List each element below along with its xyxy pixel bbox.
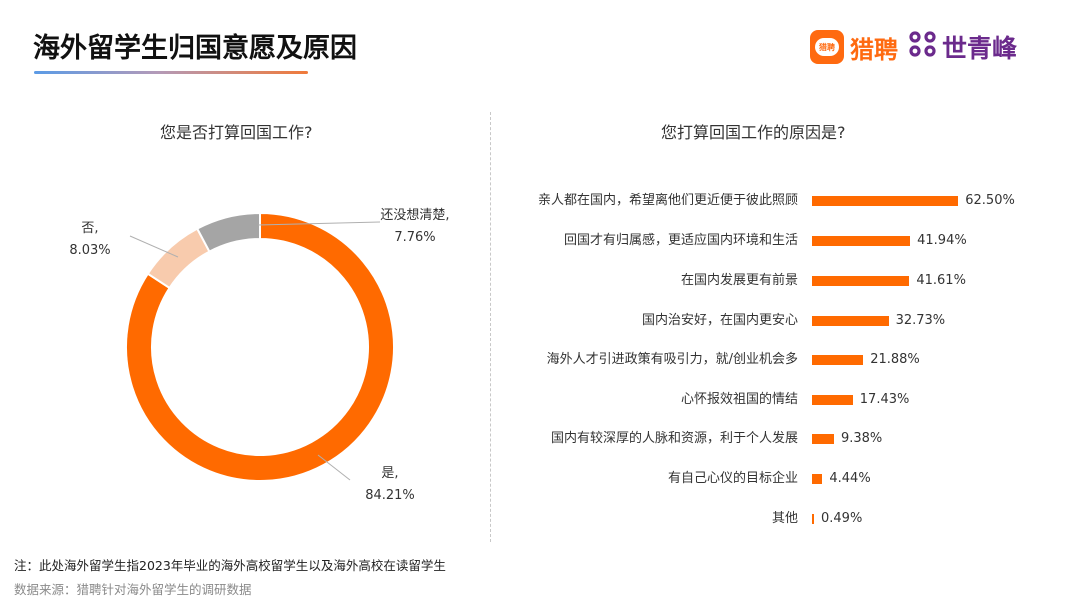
- bar-value: 32.73%: [895, 313, 946, 328]
- bar-value: 0.49%: [821, 511, 863, 526]
- leader-line-yes: [317, 454, 351, 481]
- bar-label: 有自己心仪的目标企业: [667, 471, 798, 486]
- brand-logo: 猎聘 猎聘 世青峰: [810, 27, 1017, 67]
- bar-row: 国内治安好，在国内更安心 32.73%: [500, 311, 1060, 331]
- bar-row: 在国内发展更有前景 41.61%: [500, 271, 1060, 291]
- brand-liepin: 猎聘: [850, 35, 898, 64]
- bar-label: 亲人都在国内，希望离他们更近便于彼此照顾: [537, 193, 798, 208]
- bar: [812, 395, 853, 405]
- bar-value: 41.61%: [916, 273, 966, 288]
- donut-chart-title: 您是否打算回国工作?: [160, 123, 313, 142]
- bar-row: 回国才有归属感，更适应国内环境和生活 41.94%: [500, 231, 1060, 251]
- donut-chart: [125, 211, 395, 482]
- bar-row: 国内有较深厚的人脉和资源，利于个人发展 9.38%: [500, 429, 1060, 449]
- bar-row: 海外人才引进政策有吸引力，就/创业机会多 21.88%: [500, 350, 1060, 370]
- bar-value: 4.44%: [829, 471, 871, 486]
- bar: [812, 316, 889, 326]
- pie-label-yes-value: 84.21%: [365, 488, 415, 503]
- bar-value: 62.50%: [965, 193, 1015, 208]
- brand-shiqingfeng: 世青峰: [942, 34, 1018, 63]
- leader-line-unsure: [257, 221, 381, 226]
- bar-label: 其他: [771, 511, 798, 526]
- footnote: 注：此处海外留学生指2023年毕业的海外高校留学生以及海外高校在读留学生: [14, 558, 446, 573]
- donut-slice-unsure: [195, 211, 261, 253]
- bar: [812, 236, 911, 246]
- bar-label: 回国才有归属感，更适应国内环境和生活: [563, 233, 798, 248]
- title-underline: [34, 71, 308, 74]
- leader-line-no: [129, 235, 179, 258]
- shiqingfeng-mark-icon: [908, 30, 938, 64]
- bar: [812, 434, 834, 444]
- donut-slice-no: [146, 227, 211, 290]
- bar: [812, 276, 910, 286]
- bar-label: 国内有较深厚的人脉和资源，利于个人发展: [550, 431, 798, 446]
- bar-label: 心怀报效祖国的情结: [680, 392, 798, 407]
- bar-value: 41.94%: [917, 233, 967, 248]
- bar: [812, 514, 814, 524]
- bar: [812, 474, 823, 484]
- bar-value: 17.43%: [859, 392, 910, 407]
- bar-label: 海外人才引进政策有吸引力，就/创业机会多: [546, 352, 798, 367]
- bar-label: 在国内发展更有前景: [680, 273, 798, 288]
- bar-value: 21.88%: [870, 352, 920, 367]
- logo-bubble: 猎聘: [815, 38, 839, 56]
- bar-row: 心怀报效祖国的情结 17.43%: [500, 390, 1060, 410]
- pie-label-unsure-name: 还没想清楚,: [380, 208, 450, 223]
- pie-label-unsure: 还没想清楚, 7.76%: [370, 205, 460, 249]
- page-title: 海外留学生归国意愿及原因: [33, 33, 357, 64]
- bar-row: 亲人都在国内，希望离他们更近便于彼此照顾 62.50%: [500, 191, 1060, 211]
- pie-label-unsure-value: 7.76%: [394, 230, 436, 245]
- pie-label-no-value: 8.03%: [69, 243, 111, 258]
- data-source: 数据来源：猎聘针对海外留学生的调研数据: [14, 582, 252, 597]
- bar-row: 有自己心仪的目标企业 4.44%: [500, 469, 1060, 489]
- pie-label-yes: 是, 84.21%: [355, 463, 425, 507]
- bar-label: 国内治安好，在国内更安心: [641, 313, 798, 328]
- chart-divider: [490, 112, 491, 542]
- bar-value: 9.38%: [840, 431, 883, 446]
- bar-row: 其他 0.49%: [500, 509, 1060, 529]
- bar: [812, 355, 864, 365]
- pie-label-yes-name: 是,: [381, 466, 399, 481]
- bar: [812, 196, 959, 206]
- pie-label-no-name: 否,: [81, 221, 99, 236]
- donut-slice-yes: [125, 211, 395, 482]
- liepin-logo-icon: 猎聘: [810, 30, 844, 64]
- pie-label-no: 否, 8.03%: [60, 218, 120, 262]
- bar-chart-title: 您打算回国工作的原因是?: [661, 123, 846, 142]
